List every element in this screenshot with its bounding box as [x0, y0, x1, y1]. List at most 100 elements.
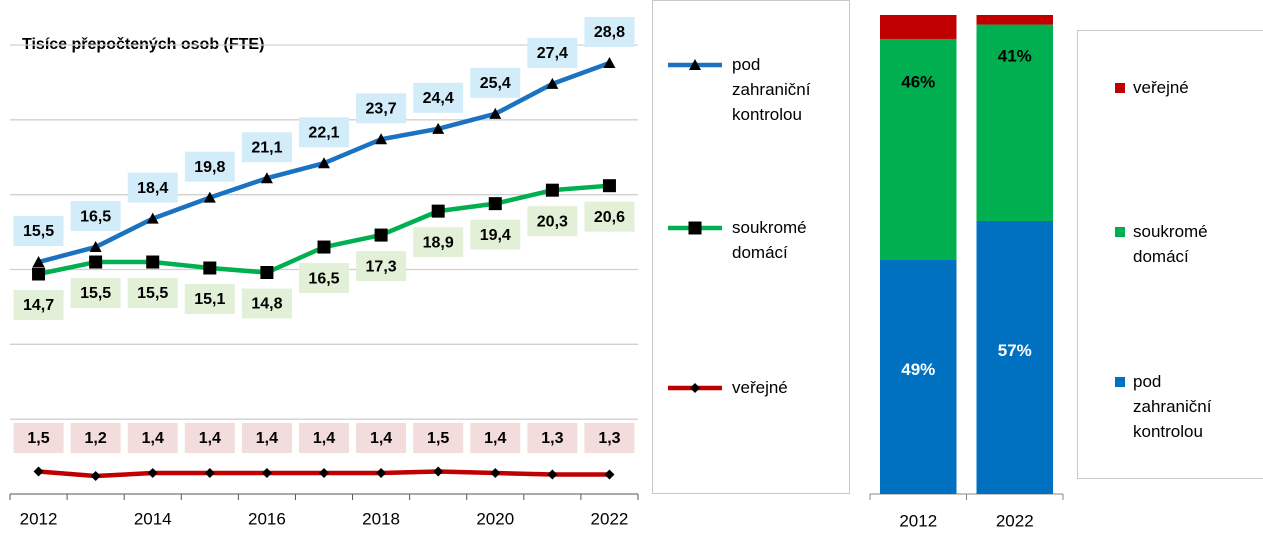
marker — [376, 468, 387, 479]
legend-swatch — [1115, 83, 1125, 93]
data-label-box — [356, 423, 407, 453]
data-label: 1,3 — [598, 430, 620, 447]
legend-label: soukromé domácí — [732, 218, 807, 262]
marker — [32, 256, 45, 268]
bar-segment — [880, 38, 957, 260]
bar-segment — [976, 220, 1053, 494]
data-label: 23,7 — [366, 101, 397, 118]
bar-segment — [880, 259, 957, 494]
data-label: 46% — [901, 73, 935, 92]
x-tick-label: 2014 — [134, 509, 172, 528]
data-label: 1,4 — [313, 430, 335, 447]
data-label: 20,6 — [594, 209, 625, 226]
marker — [604, 469, 615, 480]
marker — [431, 204, 445, 218]
marker — [32, 267, 46, 281]
legend-box — [652, 0, 850, 494]
marker — [146, 212, 159, 224]
data-label-box — [184, 423, 235, 453]
marker — [489, 107, 502, 119]
data-label: 1,3 — [541, 430, 563, 447]
data-label: 14,8 — [251, 296, 282, 313]
data-label-box — [470, 423, 521, 453]
legend-label: veřejné — [1133, 78, 1189, 97]
data-label: 25,4 — [480, 75, 511, 92]
data-label: 16,5 — [308, 270, 339, 287]
data-label-box — [127, 423, 178, 453]
legend-box — [1077, 30, 1263, 479]
series-line — [38, 183, 610, 277]
marker — [33, 466, 44, 477]
data-label: 21,1 — [251, 139, 282, 156]
marker — [146, 255, 160, 269]
marker — [89, 241, 102, 253]
marker — [203, 191, 216, 203]
marker — [490, 468, 501, 479]
data-label-box — [127, 278, 178, 309]
legend-marker — [688, 221, 702, 235]
data-label: 22,1 — [308, 124, 339, 141]
marker — [317, 240, 331, 254]
marker — [204, 468, 215, 479]
legend-swatch — [1115, 227, 1125, 237]
x-tick-label: 2012 — [20, 509, 58, 528]
marker — [89, 255, 103, 269]
data-label-box — [184, 151, 235, 182]
data-label-box — [527, 423, 578, 453]
data-label: 1,4 — [484, 430, 506, 447]
data-label-box — [241, 423, 292, 453]
bar-segment — [976, 15, 1053, 25]
legend-label: veřejné — [732, 378, 788, 397]
marker — [375, 133, 388, 145]
data-label: 49% — [901, 360, 935, 379]
marker — [147, 468, 158, 479]
marker — [260, 265, 274, 279]
legend-label: soukromé domácí — [1133, 222, 1208, 266]
x-tick-label: 2018 — [362, 509, 400, 528]
data-label-box — [356, 93, 407, 124]
marker — [603, 56, 616, 68]
data-label-box — [527, 37, 578, 68]
data-label: 15,5 — [23, 223, 54, 240]
data-label: 1,5 — [27, 430, 49, 447]
data-label-box — [70, 423, 121, 453]
data-label-box — [413, 227, 464, 258]
data-label: 24,4 — [423, 90, 454, 107]
data-label-box — [584, 201, 635, 232]
data-label: 18,9 — [423, 234, 454, 251]
data-label-box — [13, 216, 64, 247]
marker — [432, 122, 445, 134]
data-label-box — [470, 219, 521, 250]
data-label: 1,5 — [427, 430, 449, 447]
data-label: 14,7 — [23, 297, 54, 314]
data-label-box — [413, 82, 464, 113]
data-label: 1,4 — [256, 430, 278, 447]
data-label: 1,4 — [370, 430, 392, 447]
marker — [374, 228, 388, 242]
data-label-box — [70, 201, 121, 232]
data-label-box — [70, 278, 121, 309]
data-label-box — [299, 117, 349, 148]
data-label-box — [584, 423, 635, 453]
data-label-box — [13, 289, 64, 320]
data-label: 28,8 — [594, 24, 625, 41]
data-label: 1,4 — [199, 430, 221, 447]
marker — [433, 466, 444, 477]
bar-segment — [880, 15, 957, 39]
data-label: 19,8 — [194, 159, 225, 176]
bar-segment — [976, 24, 1053, 221]
marker — [260, 172, 273, 184]
legend-label: pod zahraniční kontrolou — [732, 55, 811, 124]
marker — [547, 469, 558, 480]
data-label: 20,3 — [537, 213, 568, 230]
data-label-box — [470, 67, 521, 98]
data-label: 15,1 — [194, 291, 225, 308]
x-tick-label: 2022 — [591, 509, 629, 528]
legend-swatch — [1115, 377, 1125, 387]
legend-marker — [690, 383, 700, 393]
data-label-box — [584, 16, 635, 47]
x-tick-label: 2012 — [899, 511, 937, 530]
marker — [488, 197, 502, 211]
